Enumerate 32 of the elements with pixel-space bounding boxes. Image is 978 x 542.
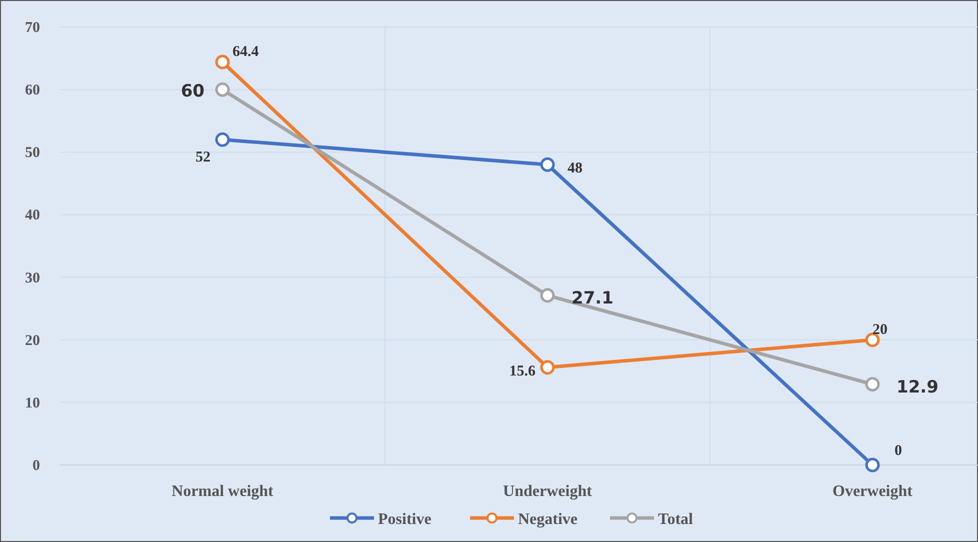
point (865, 377, 880, 392)
data-label: 52 (196, 150, 210, 166)
data-label: 15.6 (509, 363, 536, 380)
data-label: 0 (894, 443, 902, 459)
point (540, 360, 555, 375)
data-label: 20 (872, 322, 888, 338)
y-tick-label: 70 (25, 20, 40, 36)
y-tick-label: 20 (25, 332, 40, 349)
point (865, 458, 880, 472)
y-tick-label: 60 (25, 82, 40, 99)
y-tick-label: 10 (25, 395, 40, 412)
data-label: 64.4 (232, 44, 260, 60)
x-tick-label: Normal weight (172, 483, 274, 500)
data-label: 60 (180, 82, 205, 102)
legend-label: Negative (518, 511, 578, 528)
y-tick-label: 0 (32, 458, 40, 474)
data-label: 27.1 (572, 288, 614, 308)
point (540, 288, 555, 303)
point (215, 132, 230, 147)
y-tick-label: 30 (25, 270, 40, 286)
x-tick-label: Overweight (832, 483, 914, 500)
point (865, 332, 880, 348)
y-tick-label: 40 (25, 208, 40, 224)
x-tick-label: Underweight (503, 483, 593, 500)
legend-label: Total (658, 511, 694, 528)
y-tick-label: 50 (25, 145, 40, 162)
data-label: 48 (568, 160, 582, 177)
legend-label: Positive (378, 511, 432, 528)
data-label: 12.9 (896, 377, 938, 398)
point (215, 54, 230, 70)
point (215, 82, 230, 97)
point (540, 157, 555, 172)
